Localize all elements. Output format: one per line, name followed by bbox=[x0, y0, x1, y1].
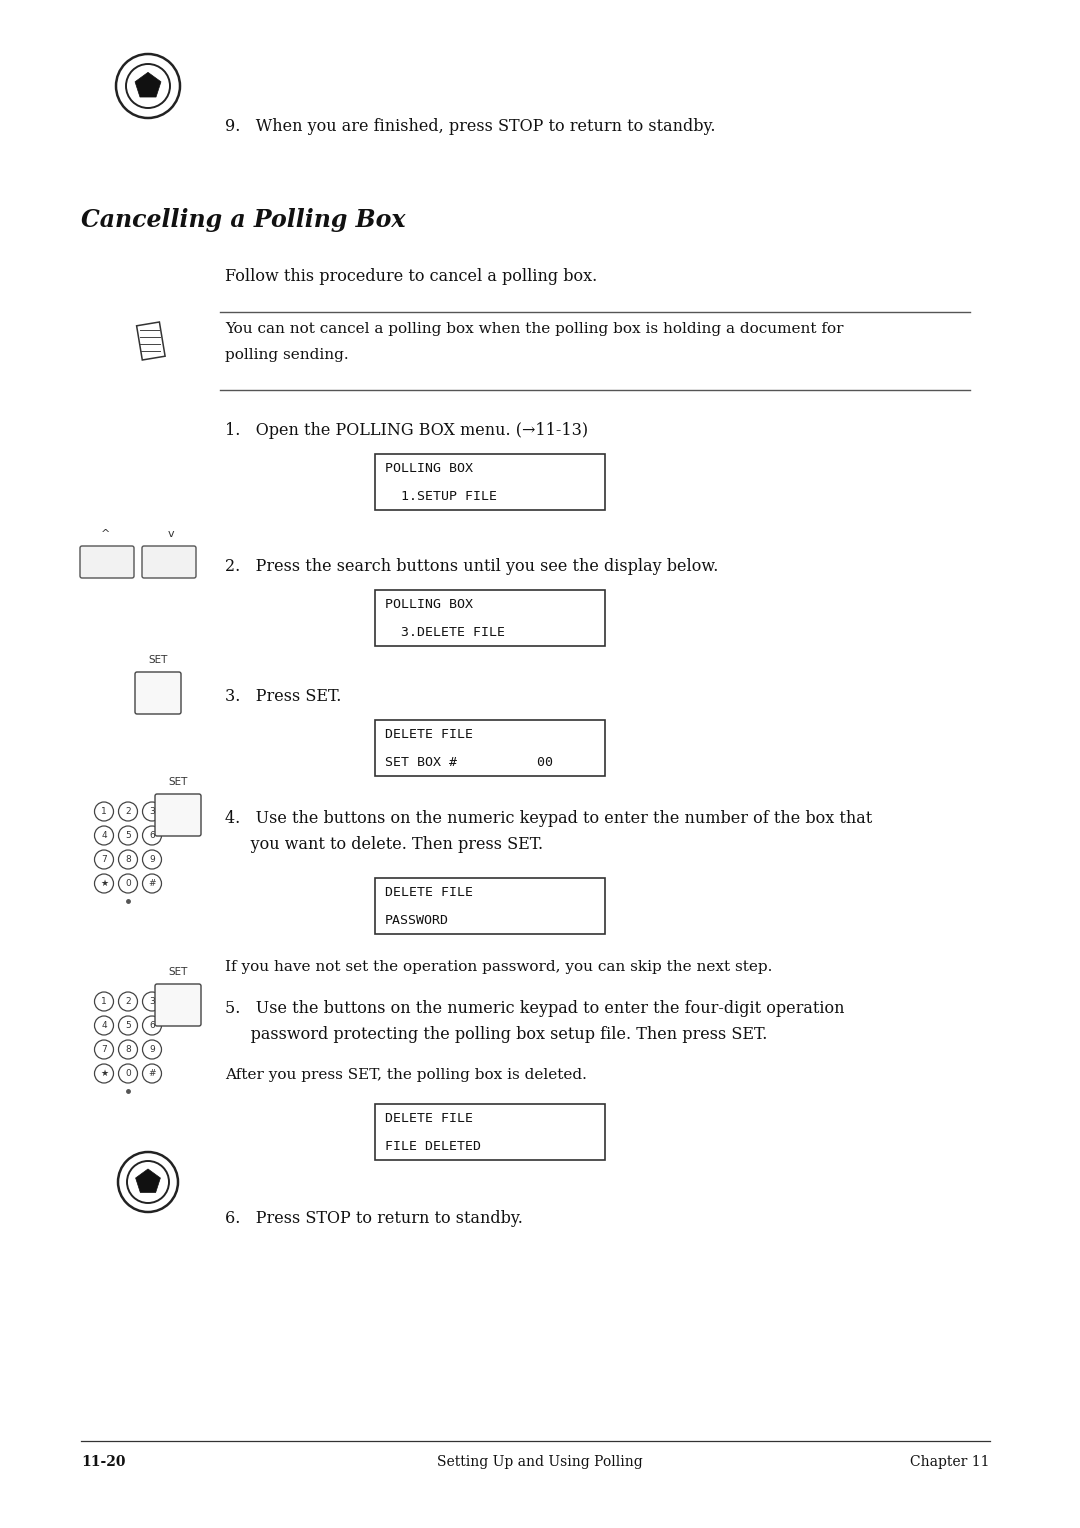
Text: Cancelling a Polling Box: Cancelling a Polling Box bbox=[81, 208, 405, 232]
Text: 4.   Use the buttons on the numeric keypad to enter the number of the box that: 4. Use the buttons on the numeric keypad… bbox=[225, 810, 873, 827]
Text: 8: 8 bbox=[125, 856, 131, 863]
Text: 5: 5 bbox=[125, 1021, 131, 1030]
Text: ★: ★ bbox=[100, 1070, 108, 1077]
Text: ★: ★ bbox=[100, 879, 108, 888]
Text: you want to delete. Then press SET.: you want to delete. Then press SET. bbox=[225, 836, 543, 853]
Text: password protecting the polling box setup file. Then press SET.: password protecting the polling box setu… bbox=[225, 1025, 768, 1044]
Text: DELETE FILE: DELETE FILE bbox=[384, 727, 473, 741]
Text: 3: 3 bbox=[149, 807, 154, 816]
FancyBboxPatch shape bbox=[156, 984, 201, 1025]
Text: Chapter 11: Chapter 11 bbox=[910, 1455, 990, 1468]
Text: 1.SETUP FILE: 1.SETUP FILE bbox=[384, 489, 497, 503]
Text: 2: 2 bbox=[125, 996, 131, 1005]
Text: #: # bbox=[148, 1070, 156, 1077]
FancyBboxPatch shape bbox=[135, 672, 181, 714]
Text: 2.   Press the search buttons until you see the display below.: 2. Press the search buttons until you se… bbox=[225, 558, 718, 575]
Text: #: # bbox=[148, 879, 156, 888]
Text: 9.   When you are finished, press STOP to return to standby.: 9. When you are finished, press STOP to … bbox=[225, 118, 715, 134]
FancyBboxPatch shape bbox=[375, 1105, 605, 1160]
Polygon shape bbox=[136, 1169, 161, 1192]
Text: DELETE FILE: DELETE FILE bbox=[384, 886, 473, 898]
Text: v: v bbox=[167, 529, 174, 539]
Text: 9: 9 bbox=[149, 1045, 154, 1054]
Text: 3.   Press SET.: 3. Press SET. bbox=[225, 688, 341, 704]
Text: 1: 1 bbox=[102, 996, 107, 1005]
Text: POLLING BOX: POLLING BOX bbox=[384, 597, 473, 611]
Text: 6.   Press STOP to return to standby.: 6. Press STOP to return to standby. bbox=[225, 1210, 523, 1227]
FancyBboxPatch shape bbox=[375, 720, 605, 776]
Text: 9: 9 bbox=[149, 856, 154, 863]
Text: 7: 7 bbox=[102, 856, 107, 863]
Text: 1: 1 bbox=[102, 807, 107, 816]
Text: 4: 4 bbox=[102, 831, 107, 840]
Text: SET: SET bbox=[148, 656, 167, 665]
Text: 2: 2 bbox=[125, 807, 131, 816]
Text: 0: 0 bbox=[125, 1070, 131, 1077]
FancyBboxPatch shape bbox=[80, 545, 134, 578]
FancyBboxPatch shape bbox=[156, 795, 201, 836]
Text: After you press SET, the polling box is deleted.: After you press SET, the polling box is … bbox=[225, 1068, 586, 1082]
Text: polling sending.: polling sending. bbox=[225, 348, 349, 362]
Text: PASSWORD: PASSWORD bbox=[384, 914, 449, 926]
Text: Setting Up and Using Polling: Setting Up and Using Polling bbox=[437, 1455, 643, 1468]
FancyBboxPatch shape bbox=[375, 590, 605, 646]
Text: SET: SET bbox=[168, 967, 188, 976]
Text: 1.   Open the POLLING BOX menu. (→11-13): 1. Open the POLLING BOX menu. (→11-13) bbox=[225, 422, 589, 439]
Text: 0: 0 bbox=[125, 879, 131, 888]
Text: 5.   Use the buttons on the numeric keypad to enter the four-digit operation: 5. Use the buttons on the numeric keypad… bbox=[225, 999, 845, 1018]
Text: DELETE FILE: DELETE FILE bbox=[384, 1111, 473, 1125]
Polygon shape bbox=[135, 72, 161, 98]
FancyBboxPatch shape bbox=[141, 545, 195, 578]
Text: Follow this procedure to cancel a polling box.: Follow this procedure to cancel a pollin… bbox=[225, 267, 597, 286]
Text: 4: 4 bbox=[102, 1021, 107, 1030]
Text: 3.DELETE FILE: 3.DELETE FILE bbox=[384, 625, 505, 639]
Text: POLLING BOX: POLLING BOX bbox=[384, 461, 473, 475]
Text: 3: 3 bbox=[149, 996, 154, 1005]
Text: SET: SET bbox=[168, 778, 188, 787]
Text: 6: 6 bbox=[149, 831, 154, 840]
Text: ^: ^ bbox=[100, 529, 110, 539]
Text: 6: 6 bbox=[149, 1021, 154, 1030]
Text: SET BOX #          00: SET BOX # 00 bbox=[384, 755, 553, 769]
Text: You can not cancel a polling box when the polling box is holding a document for: You can not cancel a polling box when th… bbox=[225, 322, 843, 336]
Text: 8: 8 bbox=[125, 1045, 131, 1054]
FancyBboxPatch shape bbox=[375, 454, 605, 510]
FancyBboxPatch shape bbox=[375, 879, 605, 934]
Text: 11-20: 11-20 bbox=[81, 1455, 125, 1468]
Text: FILE DELETED: FILE DELETED bbox=[384, 1140, 481, 1152]
Text: 7: 7 bbox=[102, 1045, 107, 1054]
Text: 5: 5 bbox=[125, 831, 131, 840]
Text: If you have not set the operation password, you can skip the next step.: If you have not set the operation passwo… bbox=[225, 960, 772, 973]
